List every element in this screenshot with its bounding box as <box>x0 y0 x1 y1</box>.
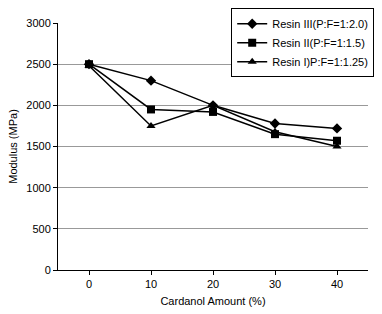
svg-text:500: 500 <box>32 223 50 235</box>
svg-text:2500: 2500 <box>26 58 50 70</box>
svg-text:1500: 1500 <box>26 140 50 152</box>
svg-text:20: 20 <box>207 278 219 290</box>
svg-text:Resin II(P:F=1:1.5): Resin II(P:F=1:1.5) <box>272 37 365 49</box>
svg-text:30: 30 <box>269 278 281 290</box>
svg-text:Resin I)P:F=1:1.25): Resin I)P:F=1:1.25) <box>272 56 368 68</box>
svg-text:40: 40 <box>331 278 343 290</box>
svg-text:Resin III(P:F=1:2.0): Resin III(P:F=1:2.0) <box>272 18 368 30</box>
svg-text:Cardanol Amount (%): Cardanol Amount (%) <box>160 295 265 307</box>
svg-text:0: 0 <box>86 278 92 290</box>
svg-text:Modulus (MPa): Modulus (MPa) <box>7 109 19 184</box>
svg-text:3000: 3000 <box>26 17 50 29</box>
svg-text:2000: 2000 <box>26 99 50 111</box>
svg-text:10: 10 <box>145 278 157 290</box>
svg-text:0: 0 <box>45 264 51 276</box>
svg-text:1000: 1000 <box>26 182 50 194</box>
